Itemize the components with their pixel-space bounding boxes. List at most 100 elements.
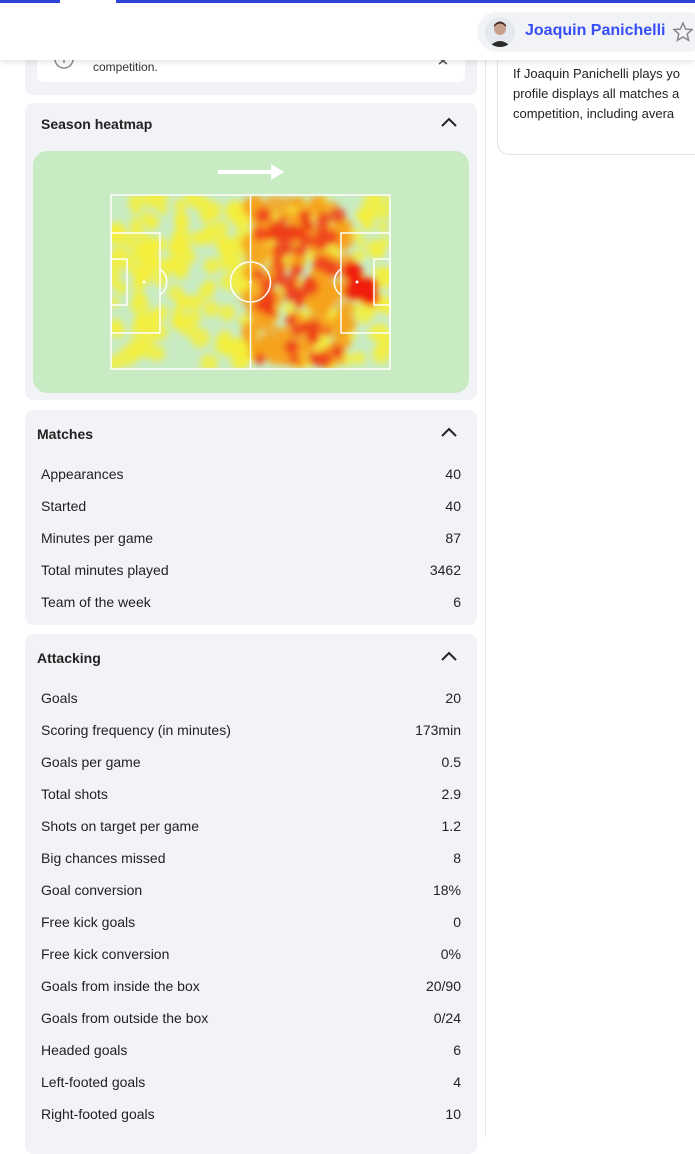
heat-blob (283, 302, 296, 315)
heat-blob (277, 276, 288, 287)
heat-blob (308, 352, 322, 366)
stat-value: 4 (453, 1074, 461, 1090)
info-text: competition, including avera (513, 106, 675, 121)
progress-line (0, 0, 695, 3)
heat-blob (289, 354, 299, 365)
heat-blob (312, 254, 330, 272)
heatmap (33, 151, 469, 393)
heat-blob (322, 327, 332, 337)
player-avatar (485, 17, 515, 47)
stat-label: Headed goals (41, 1042, 128, 1058)
heat-blob (225, 199, 245, 220)
collapse-chevron[interactable] (439, 115, 459, 129)
heatmap-section: Season heatmap (25, 103, 477, 400)
heat-blob (133, 275, 144, 287)
collapse-chevron[interactable] (439, 425, 459, 439)
heat-blob (351, 351, 366, 366)
heat-blob (253, 300, 264, 312)
stat-label: Right-footed goals (41, 1106, 155, 1122)
heat-blob (215, 235, 232, 252)
stat-value: 40 (445, 466, 461, 482)
stat-value: 0/24 (433, 1010, 461, 1026)
section-title: Attacking (37, 650, 101, 666)
heat-blob (203, 223, 217, 237)
heat-blob (186, 309, 202, 325)
heat-blob (315, 211, 331, 228)
favorite-star[interactable] (672, 21, 694, 43)
heat-blob (218, 253, 237, 272)
stat-value: 40 (445, 498, 461, 514)
heat-blob (337, 218, 353, 235)
collapse-chevron[interactable] (439, 649, 459, 663)
heat-blob (233, 216, 249, 232)
info-text: profile displays all matches a (513, 86, 680, 101)
notice-text: competition. (93, 60, 158, 74)
heat-blob (173, 198, 188, 213)
heat-blob (352, 249, 366, 262)
stat-label: Goals (41, 690, 78, 706)
stat-value: 0.5 (441, 754, 461, 770)
stat-label: Scoring frequency (in minutes) (41, 722, 231, 738)
heat-blob (353, 283, 372, 302)
heat-blob (252, 226, 267, 241)
heat-blob (111, 355, 123, 369)
heat-blob (190, 327, 211, 348)
stat-value: 10 (445, 1106, 461, 1122)
heat-blob (130, 202, 142, 215)
heat-blob (190, 230, 207, 246)
stat-value: 2.9 (441, 786, 461, 802)
heat-blob (339, 337, 350, 348)
heat-blob (169, 258, 180, 269)
heat-blob (130, 319, 151, 340)
stat-label: Appearances (41, 466, 124, 482)
heat-blob (149, 345, 166, 362)
heat-blob (255, 207, 271, 224)
heat-blob (171, 232, 185, 246)
heat-blob (141, 195, 159, 208)
heat-blob (141, 211, 154, 223)
heat-blob (111, 260, 123, 276)
heat-blob (285, 314, 298, 327)
player-name[interactable]: Joaquin Panichelli (525, 22, 666, 39)
stat-label: Minutes per game (41, 530, 154, 546)
stat-label: Shots on target per game (41, 818, 199, 834)
stat-value: 6 (453, 1042, 461, 1058)
stat-label: Goals from inside the box (41, 978, 200, 994)
heat-blob (273, 260, 287, 275)
active-tab-marker (60, 0, 116, 3)
heat-blob (143, 239, 161, 256)
heat-blob (277, 352, 291, 366)
heat-blob (293, 244, 307, 258)
heat-blob (198, 206, 216, 224)
heat-blob (203, 301, 220, 317)
heat-blob (199, 196, 210, 207)
section-title: Matches (37, 426, 94, 442)
stat-value: 6 (453, 594, 461, 610)
stat-value: 173min (415, 722, 461, 738)
heat-blob (380, 236, 390, 248)
heat-blob (260, 298, 275, 313)
heat-blob (337, 314, 357, 334)
heat-blob (155, 305, 169, 319)
heat-blob (284, 339, 300, 355)
heat-blob (301, 280, 311, 290)
heat-blob (289, 225, 305, 240)
heat-blob (134, 339, 148, 352)
heat-blob (126, 262, 138, 274)
heat-layer (111, 195, 390, 369)
heat-blob (330, 344, 344, 358)
heat-blob (289, 264, 299, 274)
stat-value: 87 (445, 530, 461, 546)
heat-blob (308, 296, 326, 314)
heat-blob (356, 236, 367, 248)
heat-blob (111, 272, 121, 288)
heat-blob (156, 203, 168, 215)
heat-blob (384, 195, 390, 205)
heat-blob (381, 303, 390, 315)
heat-blob (295, 293, 305, 303)
heat-blob (329, 207, 346, 224)
stat-label: Total shots (41, 786, 108, 802)
heat-blob (217, 329, 232, 345)
stat-value: 3462 (429, 562, 461, 578)
stat-label: Free kick conversion (41, 946, 170, 962)
